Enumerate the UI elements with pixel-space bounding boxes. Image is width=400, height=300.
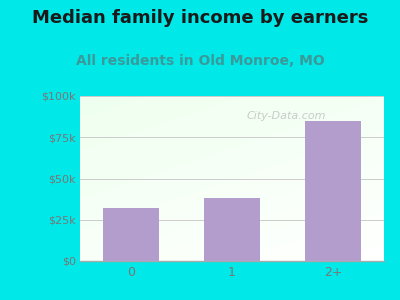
Text: City-Data.com: City-Data.com xyxy=(247,111,326,121)
Bar xyxy=(204,198,260,261)
Bar xyxy=(103,208,158,261)
Text: Median family income by earners: Median family income by earners xyxy=(32,9,368,27)
Bar xyxy=(306,121,361,261)
Text: All residents in Old Monroe, MO: All residents in Old Monroe, MO xyxy=(76,54,324,68)
